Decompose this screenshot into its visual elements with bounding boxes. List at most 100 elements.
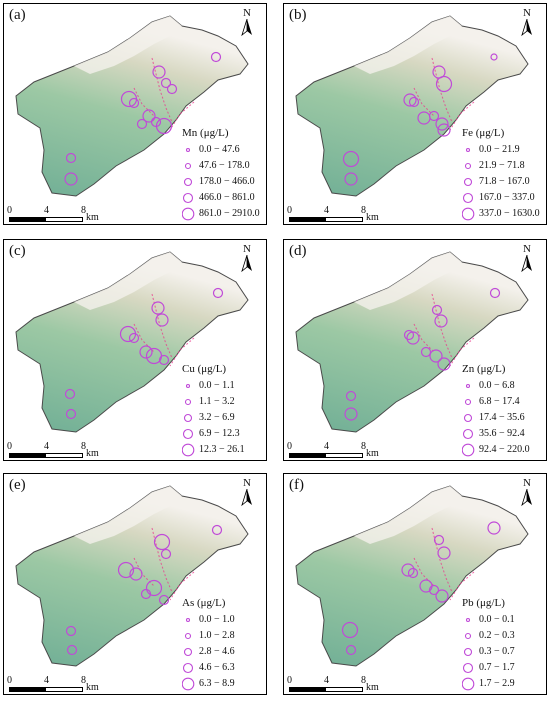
legend-item: 0.0 − 0.1 — [462, 612, 515, 628]
scale-segment — [289, 217, 326, 222]
legend-item: 0.0 − 1.1 — [182, 378, 245, 394]
scale-tick-label: 0 — [287, 675, 292, 686]
legend-item: 2.8 − 4.6 — [182, 644, 235, 660]
mountain-ridge — [74, 486, 182, 544]
sample-site-marker — [66, 644, 78, 656]
legend-symbol-icon — [462, 443, 475, 457]
sample-site-marker — [429, 349, 443, 363]
sample-site-marker — [435, 589, 449, 603]
legend-item: 0.0 − 21.9 — [462, 142, 540, 158]
scale-bar: 0 4 8 km — [7, 441, 169, 460]
legend-symbol-icon — [464, 632, 472, 640]
legend-item-label: 0.0 − 21.9 — [479, 144, 520, 155]
sample-site-marker — [403, 329, 415, 341]
legend-symbol-icon — [462, 662, 474, 674]
legend: Cu (μg/L) 0.0 − 1.1 1.1 − 3.2 3.2 − 6.9 6.9 … — [182, 363, 245, 458]
sample-site-marker — [435, 117, 449, 131]
legend: Zn (μg/L) 0.0 − 6.8 6.8 − 17.4 17.4 − 35.6 3… — [462, 363, 530, 458]
sample-site-marker — [211, 524, 223, 536]
legend-item-label: 47.6 − 178.0 — [199, 160, 250, 171]
sample-site-marker — [160, 548, 172, 560]
scale-tick-label: 0 — [7, 441, 12, 452]
scale-bar: 0 4 8 km — [7, 205, 169, 224]
legend-title: Fe (μg/L) — [462, 127, 505, 139]
sample-site-marker — [160, 77, 172, 89]
legend-item: 6.8 − 17.4 — [462, 394, 530, 410]
legend-item: 0.3 − 0.7 — [462, 644, 515, 660]
sample-site-marker — [158, 594, 170, 606]
legend-symbol-icon — [464, 398, 472, 406]
mountain-ridge — [354, 16, 462, 74]
sample-site-marker — [210, 51, 222, 63]
scale-segment — [325, 217, 363, 222]
legend-symbol-icon — [185, 147, 191, 153]
sample-site-marker — [437, 546, 451, 560]
panel-label: (f) — [289, 477, 304, 493]
legend-item: 6.9 − 12.3 — [182, 426, 245, 442]
legend-symbol-icon — [183, 177, 193, 187]
scale-bar: 0 4 8 km — [287, 441, 449, 460]
sample-site-marker — [155, 313, 169, 327]
scale-tick-label: 0 — [7, 205, 12, 216]
legend-symbol-icon — [185, 383, 191, 389]
legend-item-label: 6.9 − 12.3 — [199, 428, 240, 439]
scale-tick-label: 8 — [361, 441, 366, 452]
legend-symbol-icon — [462, 428, 474, 440]
legend-title: Zn (μg/L) — [462, 363, 506, 375]
legend-item: 861.0 − 2910.0 — [182, 206, 260, 222]
legend-item-label: 12.3 − 26.1 — [199, 444, 245, 455]
sample-site-marker — [408, 96, 420, 108]
scale-tick-label: 4 — [44, 675, 49, 686]
legend-item-label: 0.7 − 1.7 — [479, 662, 515, 673]
legend-symbol-icon — [182, 662, 194, 674]
sample-site-marker — [428, 110, 440, 122]
mountain-ridge — [74, 252, 182, 310]
legend-symbol-icon — [183, 647, 193, 657]
scale-segment — [289, 687, 326, 692]
sample-site-marker — [158, 354, 170, 366]
scale-tick-label: 4 — [324, 441, 329, 452]
legend-symbol-icon — [462, 207, 475, 221]
sample-site-marker — [341, 621, 359, 639]
legend: Fe (μg/L) 0.0 − 21.9 21.9 − 71.8 71.8 − 167… — [462, 127, 540, 222]
sample-site-marker — [136, 118, 148, 130]
legend-item-label: 17.4 − 35.6 — [479, 412, 525, 423]
scale-segment — [45, 453, 83, 458]
sample-site-marker — [401, 563, 415, 577]
sample-site-marker — [212, 287, 224, 299]
legend-item: 17.4 − 35.6 — [462, 410, 530, 426]
sample-site-marker — [433, 534, 445, 546]
legend-item: 1.7 − 2.9 — [462, 676, 515, 692]
legend-item-label: 0.0 − 1.1 — [199, 380, 235, 391]
north-label: N — [523, 477, 531, 489]
legend-symbol-icon — [184, 162, 192, 170]
north-label: N — [523, 7, 531, 19]
legend-item: 167.0 − 337.0 — [462, 190, 540, 206]
map-panel: (c) N Cu (μg/L) 0.0 − 1.1 1.1 − 3.2 3.2 − 6.9… — [3, 239, 267, 461]
scale-tick-label: 4 — [324, 675, 329, 686]
legend-item-label: 2.8 − 4.6 — [199, 646, 235, 657]
legend-item: 0.7 − 1.7 — [462, 660, 515, 676]
legend-item: 92.4 − 220.0 — [462, 442, 530, 458]
map-panel: (d) N Zn (μg/L) 0.0 − 6.8 6.8 − 17.4 17.4 − 3… — [283, 239, 547, 461]
study-area — [15, 485, 249, 667]
panel-label: (e) — [9, 477, 26, 493]
sample-site-marker — [435, 75, 453, 93]
north-label: N — [243, 477, 251, 489]
north-arrow-icon: N — [518, 8, 536, 42]
sample-site-marker — [428, 584, 440, 596]
legend-symbol-icon — [465, 383, 471, 389]
legend-item-label: 0.3 − 0.7 — [479, 646, 515, 657]
terrain-map — [15, 485, 249, 667]
sample-site-marker — [64, 388, 76, 400]
sample-site-marker — [407, 567, 419, 579]
sample-site-marker — [437, 357, 451, 371]
legend-symbol-icon — [463, 647, 473, 657]
sample-site-marker — [128, 97, 140, 109]
map-panel: (f) N Pb (μg/L) 0.0 − 0.1 0.2 − 0.3 0.3 − 0.7… — [283, 473, 547, 695]
panel-label: (c) — [9, 243, 26, 259]
legend-item-label: 3.2 − 6.9 — [199, 412, 235, 423]
legend-symbol-icon — [183, 413, 193, 423]
scale-tick-label: 4 — [44, 205, 49, 216]
legend-item-label: 21.9 − 71.8 — [479, 160, 525, 171]
